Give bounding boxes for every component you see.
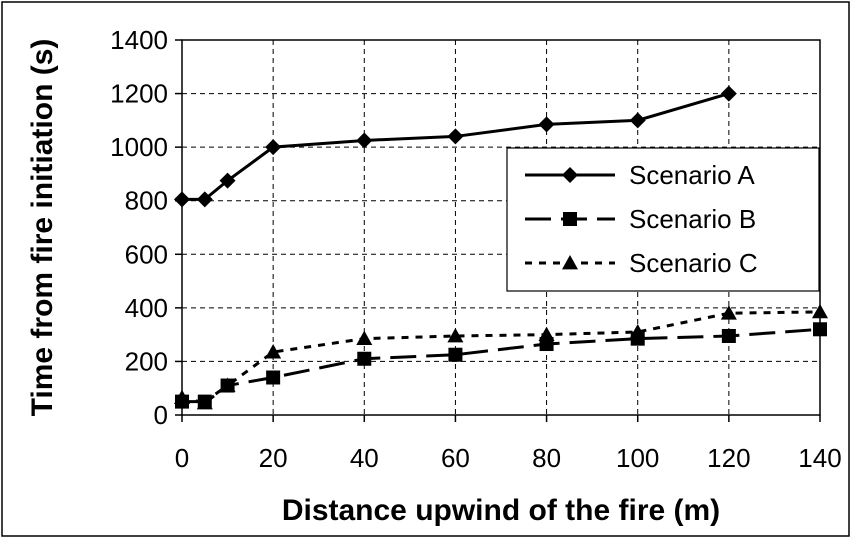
series-line: [181, 310, 821, 405]
data-point: [812, 303, 828, 319]
x-axis-title: Distance upwind of the fire (m): [282, 494, 720, 527]
data-point: [720, 305, 737, 320]
y-tick-label: 1400: [110, 25, 168, 55]
legend-marker: [562, 255, 578, 270]
y-tick-label: 0: [154, 400, 168, 430]
data-point: [265, 139, 282, 156]
x-tick-label: 20: [259, 443, 288, 473]
y-tick-label: 200: [125, 346, 168, 376]
data-point: [174, 389, 190, 404]
data-point: [219, 377, 236, 392]
y-tick-label: 600: [125, 239, 168, 269]
data-point: [629, 323, 646, 339]
data-point: [174, 191, 190, 208]
data-point: [356, 132, 373, 149]
x-tick-label: 120: [707, 443, 750, 473]
data-point: [721, 328, 736, 343]
plot-area: [181, 39, 821, 416]
legend-label: Scenario B: [629, 204, 756, 234]
series-scenario-c: [174, 303, 828, 410]
data-point: [265, 344, 282, 359]
data-point: [196, 191, 213, 208]
data-point: [447, 327, 464, 343]
series-scenario-a: [174, 85, 737, 208]
x-tick-label: 40: [350, 443, 379, 473]
y-tick-label: 1000: [110, 132, 168, 162]
axis-ticks: 0 200 400 600 800 1000 1200 1400 0 20 40 60 80 100 120…: [110, 25, 842, 473]
y-tick-label: 400: [125, 293, 168, 323]
data-point: [447, 128, 464, 145]
data-point: [266, 370, 281, 385]
data-point: [219, 172, 236, 189]
legend-marker: [562, 167, 578, 183]
data-point: [720, 85, 737, 102]
legend-entry: Scenario A: [525, 160, 755, 190]
x-tick-label: 60: [441, 443, 470, 473]
data-point: [538, 326, 555, 342]
legend-label: Scenario A: [629, 160, 755, 190]
data-point: [196, 394, 213, 410]
data-point: [357, 351, 372, 366]
legend-entry: Scenario C: [525, 248, 758, 278]
legend-box: [506, 147, 820, 292]
data-point: [356, 330, 373, 346]
data-point: [538, 116, 555, 133]
legend-marker: [563, 212, 577, 226]
data-point: [448, 347, 463, 362]
legend-label: Scenario C: [629, 248, 758, 278]
data-point: [629, 112, 646, 129]
series-group: [174, 85, 828, 410]
y-tick-label: 800: [125, 186, 168, 216]
y-axis-title: Time from fire initiation (s): [26, 39, 59, 417]
y-tick-label: 1200: [110, 79, 168, 109]
legend-entry: Scenario B: [525, 204, 756, 234]
x-tick-label: 80: [532, 443, 561, 473]
series-line: [182, 327, 821, 404]
x-tick-label: 100: [616, 443, 659, 473]
data-point: [813, 322, 827, 337]
x-tick-label: 140: [798, 443, 841, 473]
legend: Scenario A Scenario B Scenario C: [506, 147, 820, 292]
x-tick-label: 0: [175, 443, 189, 473]
